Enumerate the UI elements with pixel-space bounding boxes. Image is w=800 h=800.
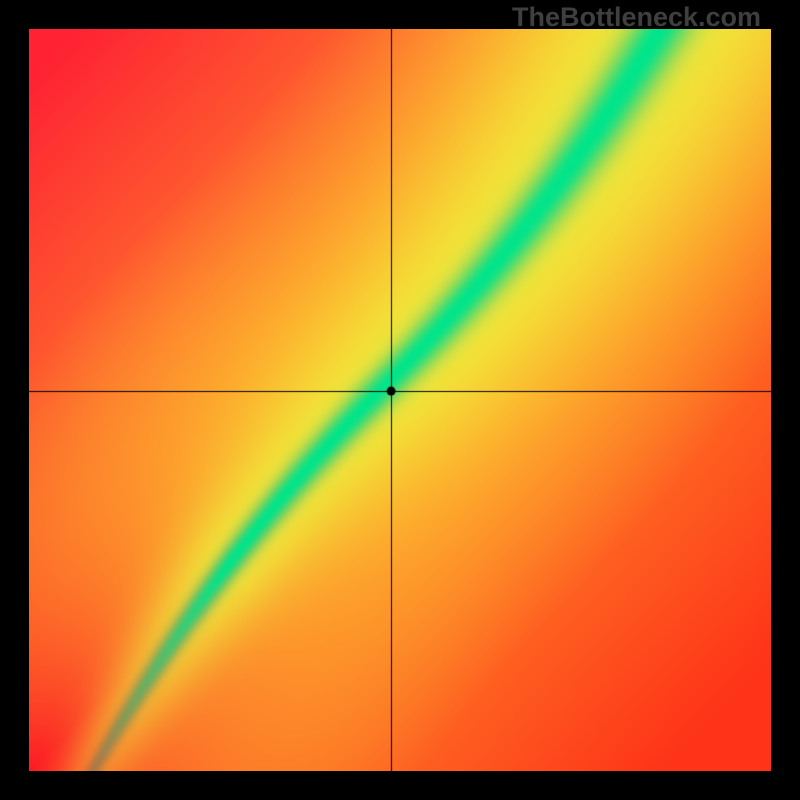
attribution-label: TheBottleneck.com (512, 2, 761, 33)
chart-frame: TheBottleneck.com (0, 0, 800, 800)
heatmap-plot (29, 29, 771, 771)
heatmap-canvas (29, 29, 771, 771)
